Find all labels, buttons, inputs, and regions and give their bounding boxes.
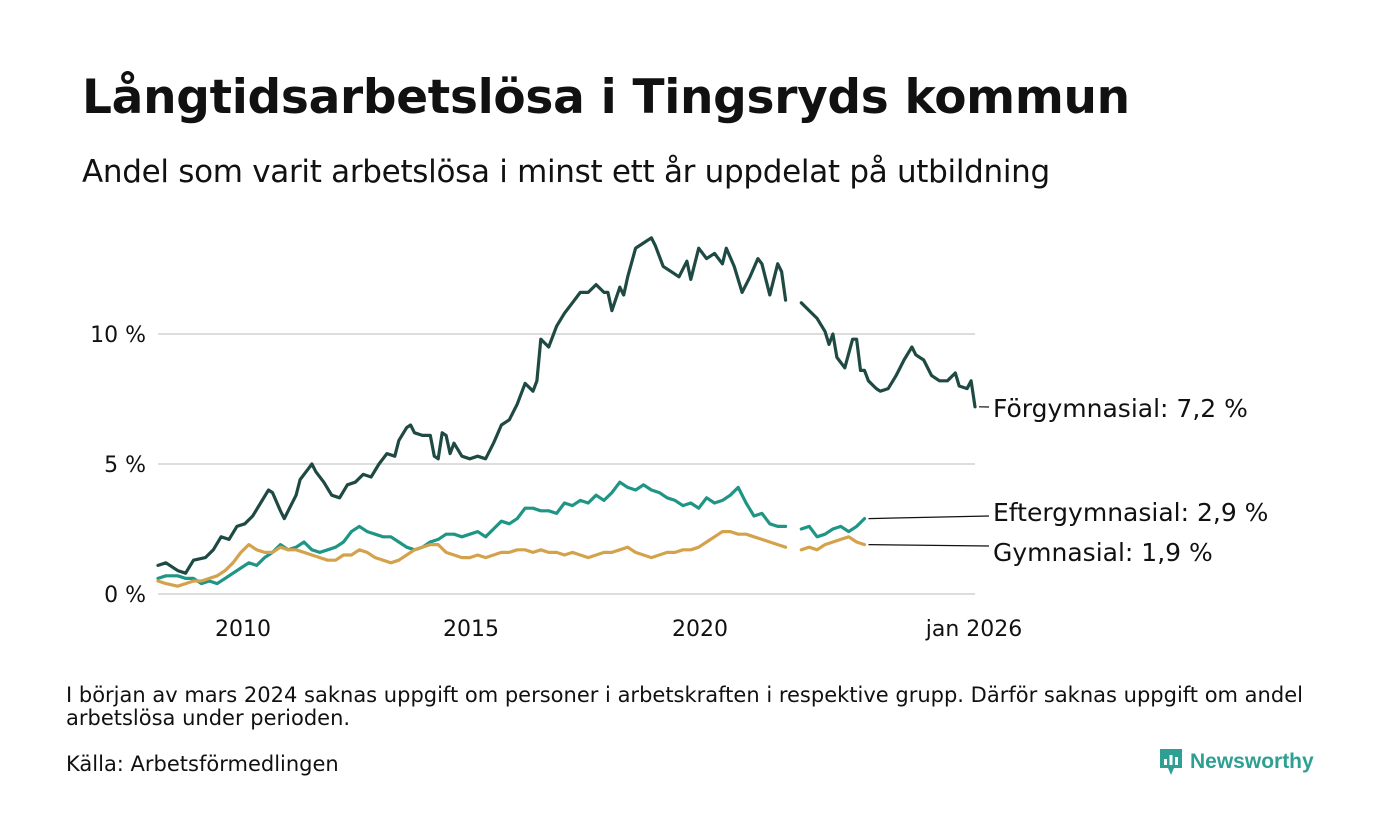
chart-title: Långtidsarbetslösa i Tingsryds kommun: [82, 70, 1130, 125]
newsworthy-logo-icon: [1160, 749, 1182, 775]
y-tick-label: 5 %: [104, 453, 146, 478]
series-line-eftergymnasial: [156, 480, 788, 586]
y-tick-label: 0 %: [104, 583, 146, 608]
series-line-eftergymnasial: [799, 516, 867, 539]
axis-layer: 0 % 5 % 10 % 2010 2015 2020 jan 2026: [90, 323, 1022, 642]
x-tick-label: 2015: [443, 617, 499, 642]
end-label-gymnasial: Gymnasial: 1,9 %: [993, 538, 1213, 567]
end-label-förgymnasial: Förgymnasial: 7,2 %: [993, 394, 1248, 423]
series-line-gymnasial: [156, 529, 788, 588]
x-tick-label: 2020: [672, 617, 728, 642]
source-credit: Källa: Arbetsförmedlingen: [66, 752, 339, 776]
series-line-förgymnasial: [799, 301, 977, 409]
footnote: I början av mars 2024 saknas uppgift om …: [66, 683, 1303, 730]
newsworthy-logo: Newsworthy: [1158, 747, 1314, 777]
chart-subtitle: Andel som varit arbetslösa i minst ett å…: [82, 154, 1050, 190]
line-chart: 0 % 5 % 10 % 2010 2015 2020 jan 2026 Förgymnas…: [90, 236, 1268, 642]
label-layer: Förgymnasial: 7,2 % Eftergymnasial: 2,9 %…: [868, 394, 1268, 567]
brand-name: Newsworthy: [1190, 750, 1314, 773]
x-tick-label: 2010: [215, 617, 271, 642]
series-line-förgymnasial: [156, 236, 788, 575]
series-layer: [156, 236, 977, 588]
leader-line: [868, 515, 990, 520]
series-line-gymnasial: [799, 535, 867, 552]
y-tick-label: 10 %: [90, 323, 146, 348]
end-label-eftergymnasial: Eftergymnasial: 2,9 %: [993, 498, 1268, 527]
leader-line: [868, 544, 990, 547]
grid-layer: [158, 333, 975, 595]
x-tick-label: jan 2026: [925, 617, 1023, 642]
